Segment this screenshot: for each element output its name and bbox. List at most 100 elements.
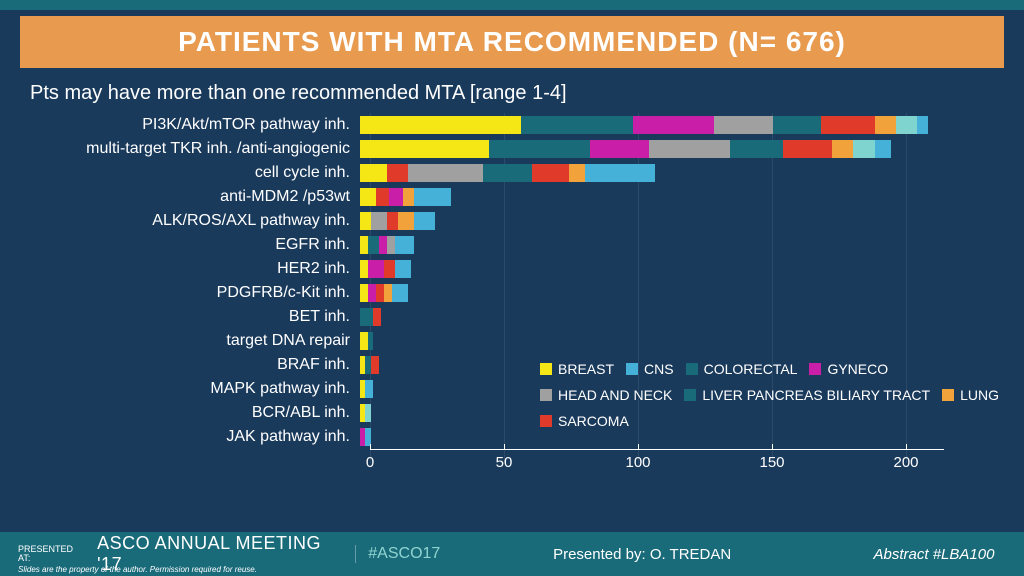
page-title: PATIENTS WITH MTA RECOMMENDED (N= 676) <box>178 26 846 57</box>
bar-track <box>360 116 944 134</box>
bar-track <box>360 260 944 278</box>
chart-row: anti-MDM2 /p53wt <box>30 185 944 209</box>
bar-segment <box>360 140 489 158</box>
axis-tick-label: 150 <box>759 454 784 471</box>
legend-label: COLORECTAL <box>704 358 798 380</box>
row-label: HER2 inh. <box>30 260 360 278</box>
legend-swatch <box>626 363 638 375</box>
legend-label: LUNG <box>960 384 999 406</box>
bar-segment <box>360 164 387 182</box>
chart-row: EGFR inh. <box>30 233 944 257</box>
bar-segment <box>875 140 891 158</box>
bar-segment <box>360 332 368 350</box>
legend: BREASTCNSCOLORECTALGYNECOHEAD AND NECKLI… <box>540 358 1010 432</box>
legend-item: CNS <box>626 358 674 380</box>
bar-segment <box>365 404 370 422</box>
bar-track <box>360 284 944 302</box>
bar-segment <box>821 116 875 134</box>
bar-segment <box>368 284 376 302</box>
legend-swatch <box>942 389 954 401</box>
bar-segment <box>365 380 373 398</box>
bar-segment <box>773 116 821 134</box>
legend-swatch <box>540 389 552 401</box>
bar-segment <box>368 332 373 350</box>
legend-item: LUNG <box>942 384 999 406</box>
bar-track <box>360 332 944 350</box>
legend-label: GYNECO <box>827 358 888 380</box>
legend-swatch <box>540 363 552 375</box>
bar-segment <box>379 236 387 254</box>
bar-segment <box>730 140 784 158</box>
bar-segment <box>360 188 376 206</box>
presented-at-label: PRESENTED AT: <box>18 545 85 563</box>
bar-segment <box>532 164 570 182</box>
legend-swatch <box>809 363 821 375</box>
legend-swatch <box>686 363 698 375</box>
bar-segment <box>387 212 398 230</box>
legend-item: SARCOMA <box>540 410 629 432</box>
row-label: PDGFRB/c-Kit inh. <box>30 284 360 302</box>
chart-row: target DNA repair <box>30 329 944 353</box>
chart-row: HER2 inh. <box>30 257 944 281</box>
bar-segment <box>414 188 452 206</box>
bar-segment <box>395 236 414 254</box>
bar-segment <box>414 212 435 230</box>
bar-segment <box>373 308 381 326</box>
presented-by: Presented by: O. TREDAN <box>440 532 844 576</box>
subtitle: Pts may have more than one recommended M… <box>30 82 1004 105</box>
row-label: PI3K/Akt/mTOR pathway inh. <box>30 116 360 134</box>
bar-segment <box>360 116 521 134</box>
legend-item: COLORECTAL <box>686 358 798 380</box>
row-label: BET inh. <box>30 308 360 326</box>
bar-segment <box>917 116 928 134</box>
legend-item: LIVER PANCREAS BILIARY TRACT <box>684 384 930 406</box>
axis-tick-label: 100 <box>625 454 650 471</box>
axis-tick <box>772 444 773 450</box>
bar-segment <box>489 140 591 158</box>
row-label: cell cycle inh. <box>30 164 360 182</box>
bar-segment <box>832 140 853 158</box>
bar-segment <box>483 164 531 182</box>
bar-segment <box>371 212 387 230</box>
top-accent-bar <box>0 0 1024 10</box>
bar-segment <box>714 116 773 134</box>
legend-swatch <box>540 415 552 427</box>
row-label: BRAF inh. <box>30 356 360 374</box>
bar-track <box>360 308 944 326</box>
axis-tick <box>906 444 907 450</box>
chart-row: BET inh. <box>30 305 944 329</box>
bar-segment <box>360 284 368 302</box>
axis-tick-label: 200 <box>893 454 918 471</box>
row-label: multi-target TKR inh. /anti-angiogenic <box>30 140 360 158</box>
footer-note: Slides are the property of the author. P… <box>18 565 257 574</box>
bar-segment <box>368 260 384 278</box>
bar-segment <box>387 236 395 254</box>
bar-track <box>360 212 944 230</box>
legend-label: SARCOMA <box>558 410 629 432</box>
chart-row: cell cycle inh. <box>30 161 944 185</box>
bar-track <box>360 236 944 254</box>
legend-items: BREASTCNSCOLORECTALGYNECOHEAD AND NECKLI… <box>540 358 1010 432</box>
legend-swatch <box>684 389 696 401</box>
row-label: EGFR inh. <box>30 236 360 254</box>
bar-segment <box>360 260 368 278</box>
axis-tick-label: 50 <box>496 454 513 471</box>
x-axis: 050100150200 <box>370 449 944 475</box>
row-label: anti-MDM2 /p53wt <box>30 188 360 206</box>
bar-segment <box>389 188 402 206</box>
axis-tick <box>370 444 371 450</box>
bar-segment <box>392 284 408 302</box>
bar-segment <box>783 140 831 158</box>
bar-segment <box>521 116 634 134</box>
bar-segment <box>408 164 483 182</box>
chart-row: PI3K/Akt/mTOR pathway inh. <box>30 113 944 137</box>
row-label: MAPK pathway inh. <box>30 380 360 398</box>
legend-label: BREAST <box>558 358 614 380</box>
bar-segment <box>360 212 371 230</box>
row-label: ALK/ROS/AXL pathway inh. <box>30 212 360 230</box>
hashtag: #ASCO17 <box>355 545 440 563</box>
chart-row: PDGFRB/c-Kit inh. <box>30 281 944 305</box>
bar-track <box>360 188 944 206</box>
axis-tick <box>638 444 639 450</box>
bar-segment <box>875 116 896 134</box>
